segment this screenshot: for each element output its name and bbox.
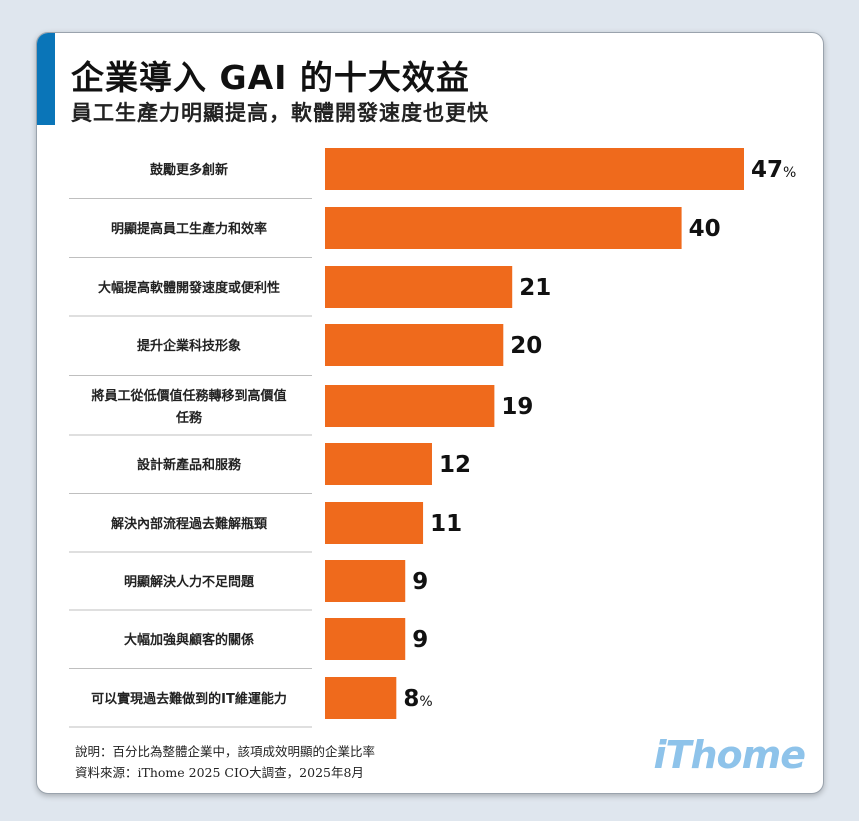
value-label-3: 21 [519, 275, 551, 301]
bar-3 [325, 266, 513, 308]
ithome-logo: iThome [653, 733, 806, 777]
category-label-1: 鼓勵更多創新 [150, 162, 228, 178]
bar-chart: 47% 鼓勵更多創新 40 明顯提高員工生產力和效率 21 大幅提高軟體開發速度或便利性 2… [69, 148, 796, 728]
value-label-1: 47% [751, 157, 796, 183]
bar-4 [325, 324, 504, 366]
value-label-6: 12 [439, 452, 471, 478]
bar-7 [325, 502, 424, 544]
bar-10 [325, 677, 397, 719]
category-label-7: 解決內部流程過去難解瓶頸 [110, 516, 268, 532]
title-accent-bar [37, 33, 55, 125]
footnote-note: 說明：百分比為整體企業中，該項成效明顯的企業比率 [75, 744, 376, 759]
bar-5 [325, 385, 495, 427]
category-label-6: 設計新產品和服務 [137, 457, 242, 473]
chart-subtitle: 員工生產力明顯提高，軟體開發速度也更快 [71, 101, 489, 125]
value-label-8: 9 [412, 569, 428, 595]
category-label-9: 大幅加強與顧客的關係 [124, 632, 254, 648]
footnote-source: 資料來源：iThome 2025 CIO大調查，2025年8月 [75, 765, 364, 780]
value-label-2: 40 [689, 216, 721, 242]
value-label-10: 8% [403, 686, 432, 712]
category-label-5: 將員工從低價值任務轉移到高價值任務 [91, 388, 286, 426]
category-label-4: 提升企業科技形象 [137, 338, 241, 354]
bar-9 [325, 618, 406, 660]
bar-2 [325, 207, 682, 249]
value-label-4: 20 [510, 333, 542, 359]
value-label-9: 9 [412, 627, 428, 653]
value-label-7: 11 [430, 511, 462, 537]
bar-1 [325, 148, 744, 190]
category-label-2: 明顯提高員工生產力和效率 [111, 221, 267, 237]
bar-6 [325, 443, 432, 485]
category-label-10: 可以實現過去難做到的IT維運能力 [91, 691, 287, 707]
bar-8 [325, 560, 406, 602]
category-label-3: 大幅提高軟體開發速度或便利性 [98, 280, 280, 296]
infographic-card: 企業導入 GAI 的十大效益 員工生產力明顯提高，軟體開發速度也更快 47% 鼓勵… [36, 32, 824, 794]
category-label-8: 明顯解決人力不足問題 [124, 574, 255, 590]
value-label-5: 19 [501, 394, 533, 420]
chart-title: 企業導入 GAI 的十大效益 [71, 58, 470, 97]
